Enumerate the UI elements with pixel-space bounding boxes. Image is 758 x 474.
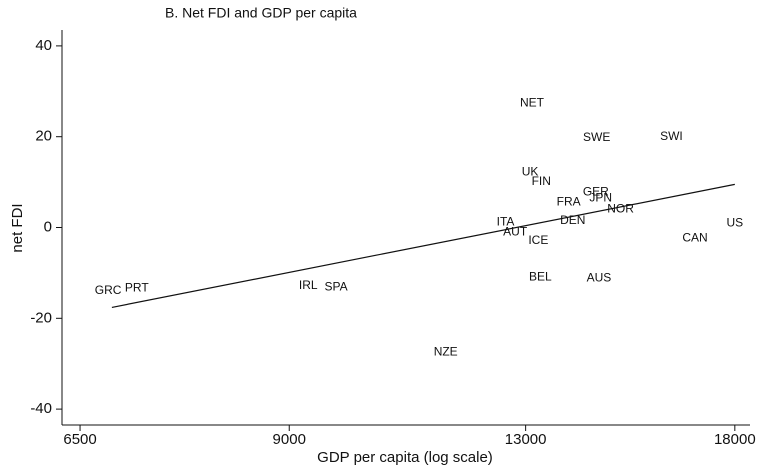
point-label: AUS (587, 271, 612, 285)
point-label: NZE (434, 345, 458, 359)
x-tick-label: 9000 (273, 431, 306, 448)
point-label: UK (522, 165, 539, 179)
point-label: SWE (583, 130, 610, 144)
point-label: CAN (682, 231, 707, 245)
point-label: GER (583, 185, 609, 199)
chart-title: B. Net FDI and GDP per capita (165, 5, 357, 21)
fit-line (111, 183, 735, 308)
point-label: AUT (503, 225, 528, 239)
point-label: IRL (299, 278, 318, 292)
x-tick-label: 6500 (63, 431, 96, 448)
point-label: GRC (95, 283, 122, 297)
point-label: BEL (529, 270, 552, 284)
x-axis-label: GDP per capita (log scale) (317, 449, 493, 466)
point-label: US (726, 216, 743, 230)
point-label: DEN (560, 213, 585, 227)
point-label: SWI (660, 129, 683, 143)
point-label: ITA (497, 215, 515, 229)
y-tick-label: 40 (35, 37, 52, 54)
point-label: NOR (607, 202, 634, 216)
y-tick-label: 20 (35, 128, 52, 145)
y-axis-label: net FDI (9, 203, 26, 252)
point-label: NET (520, 96, 545, 110)
point-label: JPN (589, 191, 612, 205)
point-label: PRT (125, 281, 149, 295)
point-label: FIN (532, 174, 551, 188)
point-label: ICE (528, 233, 548, 247)
y-tick-label: -20 (30, 309, 52, 326)
point-label: SPA (325, 280, 348, 294)
x-tick-label: 18000 (714, 431, 756, 448)
y-tick-label: 0 (44, 218, 52, 235)
x-tick-label: 13000 (505, 431, 547, 448)
point-label: FRA (557, 195, 581, 209)
y-tick-label: -40 (30, 400, 52, 417)
